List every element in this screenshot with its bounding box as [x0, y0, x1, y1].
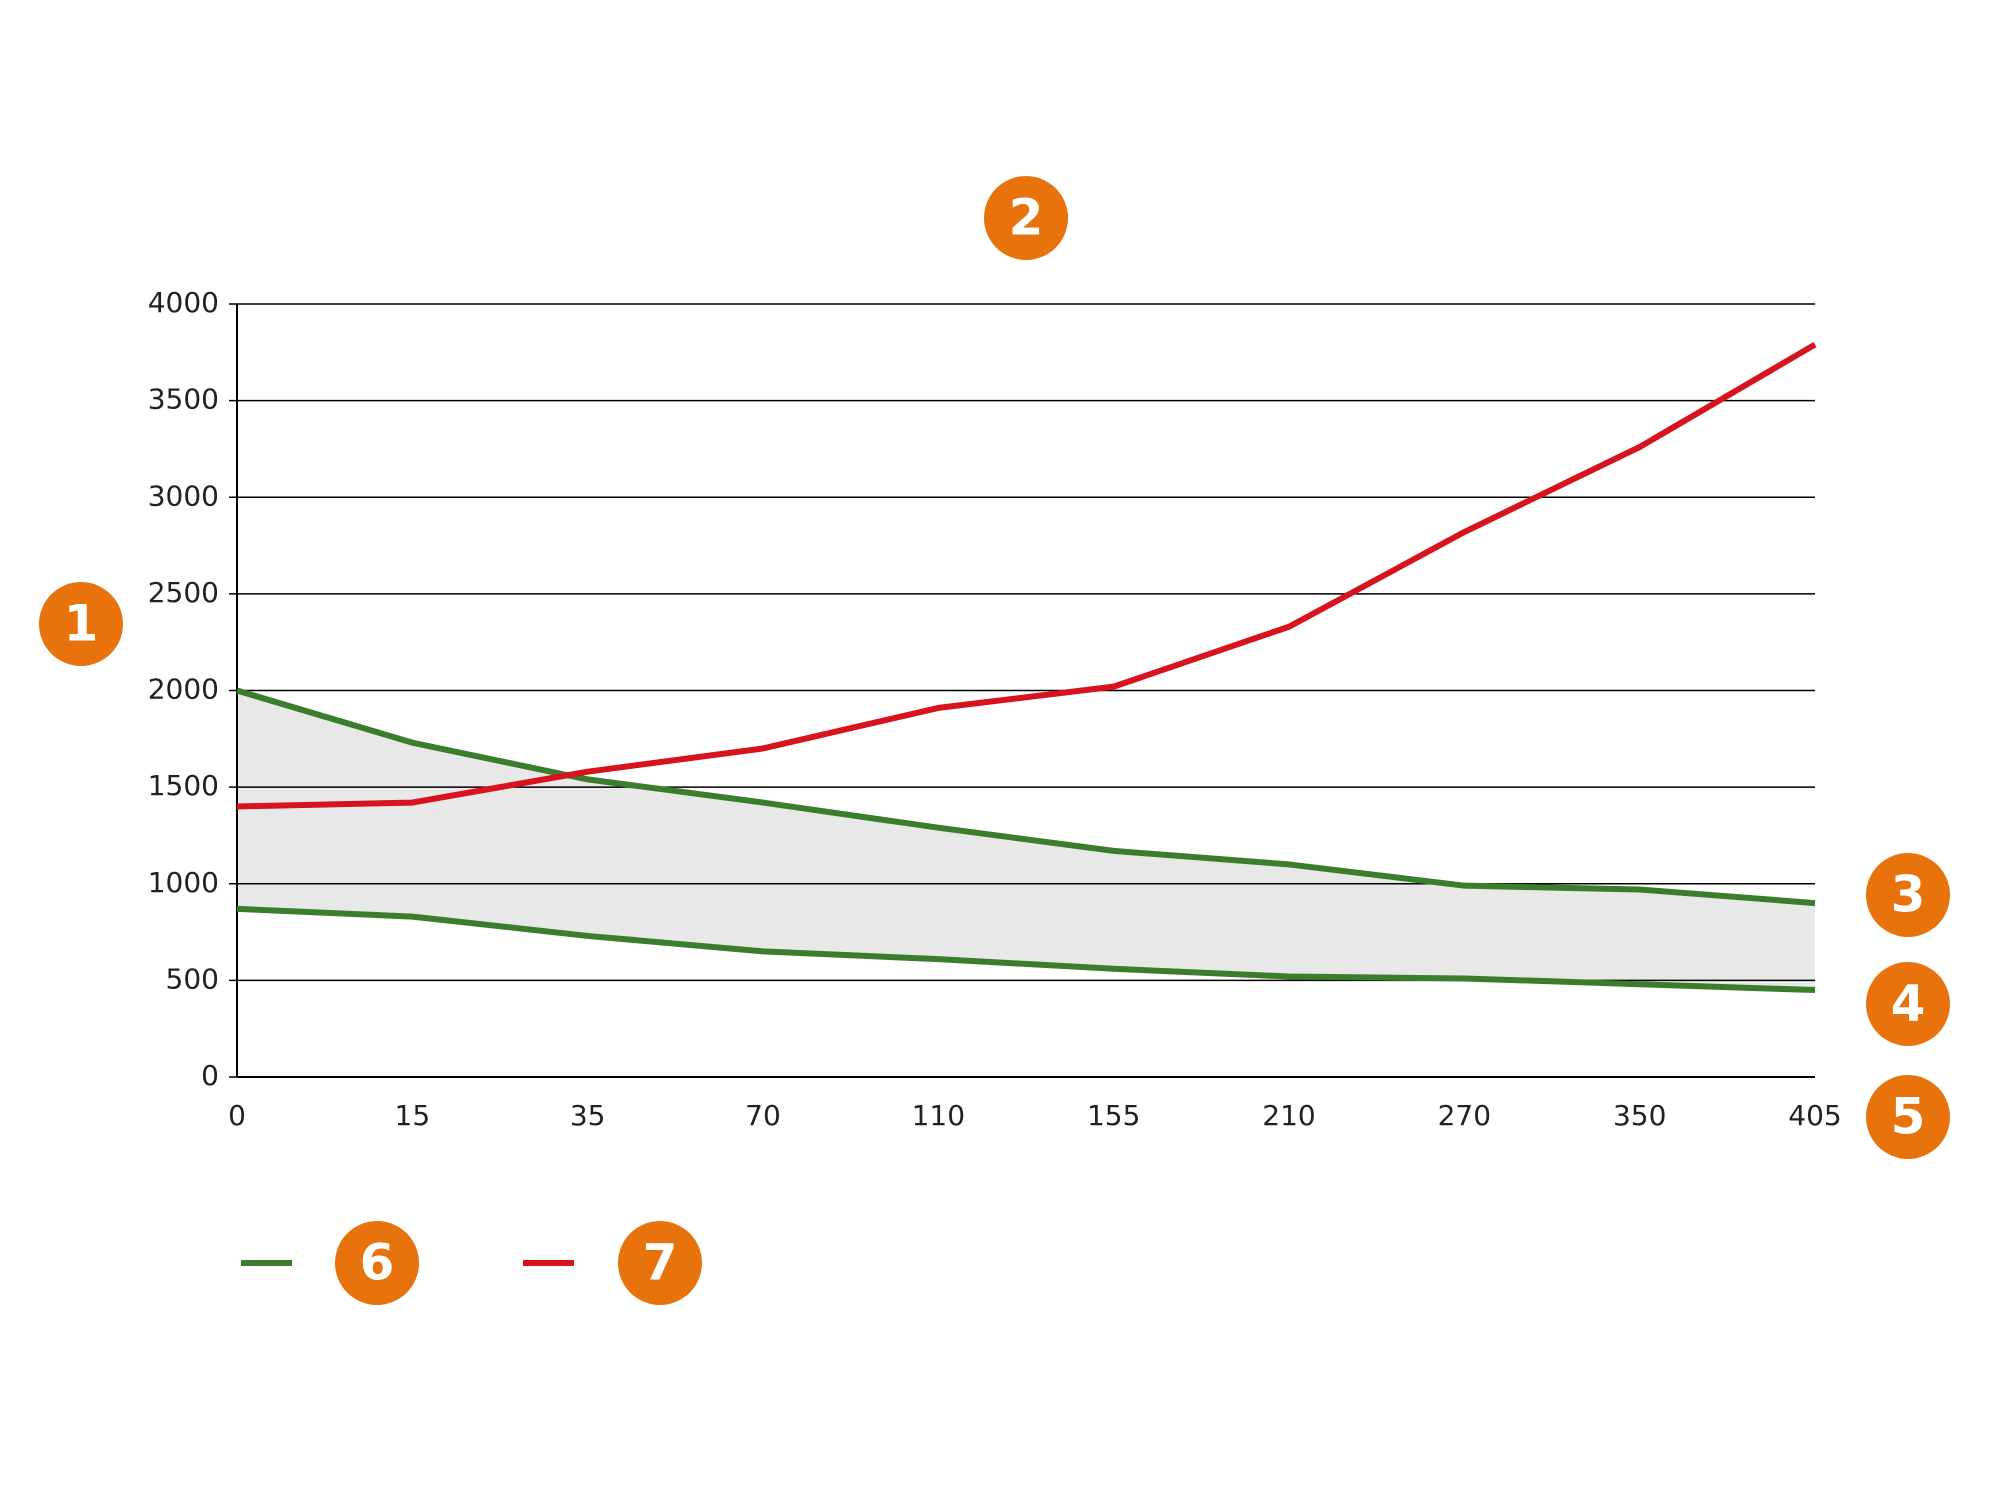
- annotation-label: 5: [1891, 1088, 1926, 1146]
- annotation-label: 6: [360, 1234, 395, 1292]
- series-line: [236, 687, 1816, 907]
- x-tick-label: 70: [745, 1099, 781, 1132]
- series-line: [236, 341, 1817, 810]
- y-tick-label: 1500: [148, 769, 219, 802]
- x-tick-label: 110: [912, 1099, 965, 1132]
- annotation-label: 7: [643, 1234, 678, 1292]
- x-tick-label: 405: [1788, 1099, 1841, 1132]
- x-tick-label: 15: [395, 1099, 431, 1132]
- series-line: [236, 905, 1816, 994]
- annotation-badge: [1866, 1075, 1950, 1159]
- y-tick-label: 0: [201, 1059, 219, 1092]
- annotation-badge: [335, 1221, 419, 1305]
- y-tick-label: 1000: [148, 866, 219, 899]
- x-tick-label: 270: [1438, 1099, 1491, 1132]
- annotation-badge: [1866, 853, 1950, 937]
- y-tick-label: 3000: [148, 479, 219, 512]
- annotation-label: 2: [1009, 189, 1044, 247]
- y-tick-label: 500: [166, 962, 219, 995]
- annotation-badge: [984, 176, 1068, 260]
- y-tick-label: 2500: [148, 576, 219, 609]
- annotation-label: 4: [1891, 975, 1926, 1033]
- x-tick-label: 155: [1087, 1099, 1140, 1132]
- annotation-label: 3: [1891, 866, 1926, 924]
- x-tick-label: 210: [1262, 1099, 1315, 1132]
- annotation-label: 1: [64, 595, 99, 653]
- y-tick-label: 2000: [148, 673, 219, 706]
- x-tick-label: 0: [228, 1099, 246, 1132]
- y-tick-label: 3500: [148, 383, 219, 416]
- x-tick-label: 35: [570, 1099, 606, 1132]
- x-tick-label: 350: [1613, 1099, 1666, 1132]
- annotation-badge: [1866, 962, 1950, 1046]
- annotation-badge: [39, 582, 123, 666]
- annotation-badge: [618, 1221, 702, 1305]
- y-tick-label: 4000: [148, 286, 219, 319]
